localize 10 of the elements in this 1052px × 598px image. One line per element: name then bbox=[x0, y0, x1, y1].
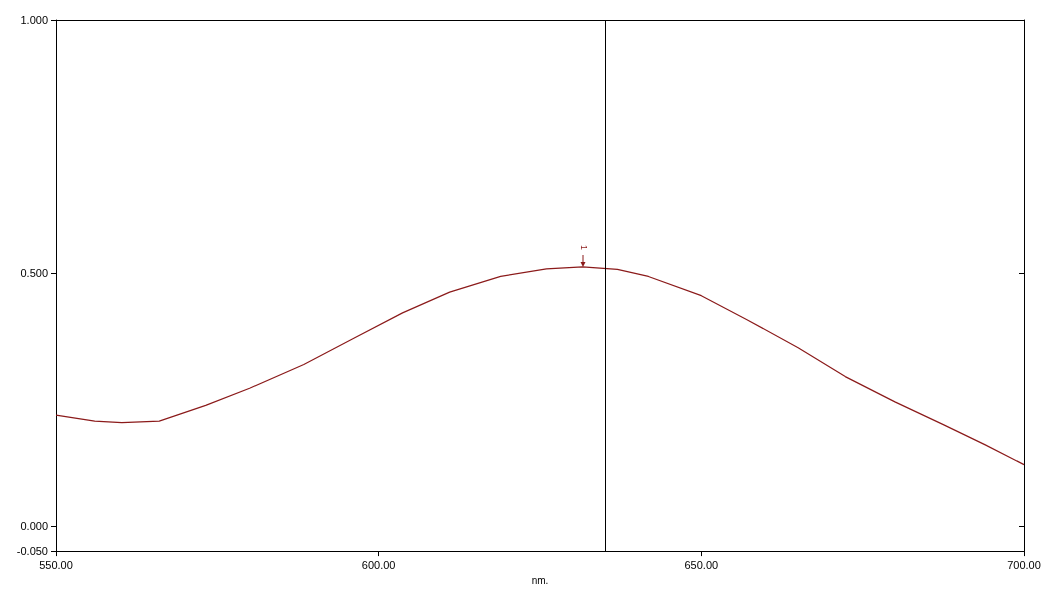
x-tick-label: 550.00 bbox=[39, 558, 73, 571]
y-tick-label: -0.050 bbox=[16, 545, 48, 558]
x-axis-title: nm. bbox=[531, 574, 549, 586]
y-tick-label: 0.000 bbox=[20, 519, 48, 532]
x-tick-label: 650.00 bbox=[684, 558, 719, 571]
x-tick-label: 600.00 bbox=[361, 558, 396, 571]
y-tick-label: 1.000 bbox=[20, 14, 48, 26]
annotation: 1 bbox=[578, 244, 589, 250]
x-tick-label: 700.00 bbox=[1007, 558, 1041, 571]
y-tick-label: 0.500 bbox=[20, 266, 48, 279]
